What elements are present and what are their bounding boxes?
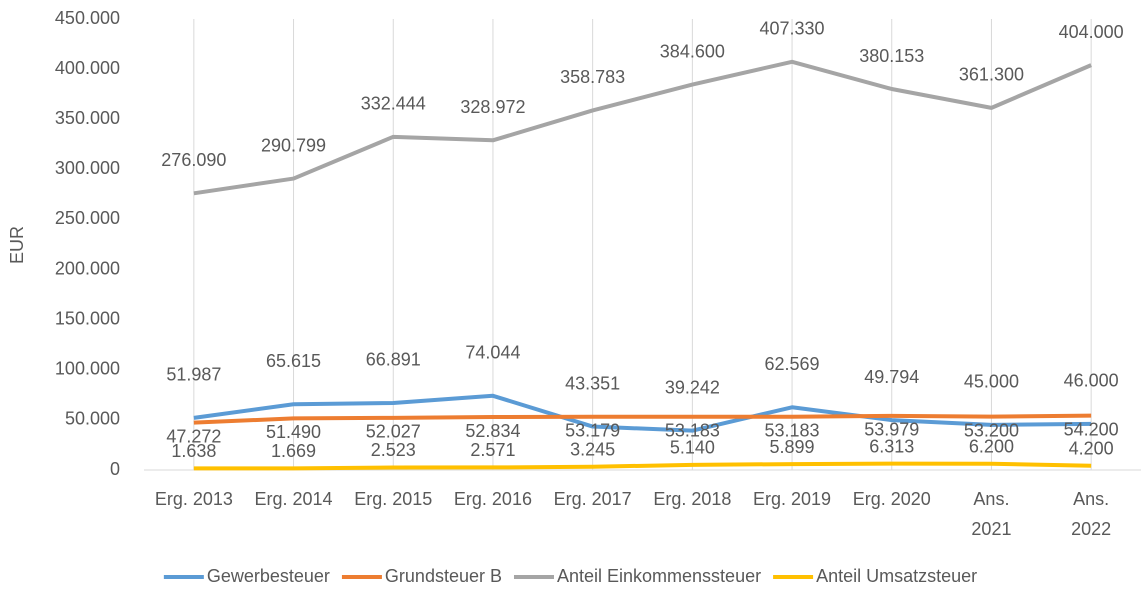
y-tick-label: 50.000 [65, 409, 120, 429]
data-label: 51.987 [166, 365, 221, 385]
y-axis-label: EUR [7, 226, 27, 264]
x-tick-label: Erg. 2017 [554, 489, 632, 509]
data-label: 52.027 [366, 422, 421, 442]
data-label: 407.330 [760, 19, 825, 39]
data-label: 52.834 [465, 421, 520, 441]
data-label: 62.569 [765, 354, 820, 374]
data-label: 404.000 [1059, 22, 1124, 42]
y-tick-label: 100.000 [55, 359, 120, 379]
y-tick-label: 0 [110, 459, 120, 479]
data-label: 5.140 [670, 438, 715, 458]
x-tick-label: Erg. 2015 [354, 489, 432, 509]
x-tick-label-line: Ans. [973, 489, 1009, 509]
data-label: 2.571 [470, 440, 515, 460]
data-label: 380.153 [859, 46, 924, 66]
data-label: 45.000 [964, 372, 1019, 392]
y-tick-label: 250.000 [55, 208, 120, 228]
y-tick-label: 400.000 [55, 58, 120, 78]
data-label: 74.044 [465, 343, 520, 363]
y-tick-label: 300.000 [55, 158, 120, 178]
data-label: 332.444 [361, 94, 426, 114]
data-label: 1.669 [271, 441, 316, 461]
legend-label: Anteil Umsatzsteuer [816, 566, 977, 586]
data-label: 66.891 [366, 350, 421, 370]
series-line [193, 393, 1092, 433]
series-line [193, 461, 1092, 471]
data-label: 276.090 [161, 150, 226, 170]
x-tick-label: Ans. 2021 [971, 489, 1011, 539]
data-label: 6.200 [969, 437, 1014, 457]
x-tick-label-line: 2022 [1071, 519, 1111, 539]
legend: Gewerbesteuer Grundsteuer B Anteil Einkomm… [163, 566, 977, 586]
series-line [193, 59, 1092, 196]
data-label: 6.313 [869, 436, 914, 456]
x-tick-label: Erg. 2016 [454, 489, 532, 509]
y-tick-label: 350.000 [55, 108, 120, 128]
y-tick-label: 200.000 [55, 258, 120, 278]
series-line [193, 413, 1092, 425]
x-tick-label: Erg. 2019 [753, 489, 831, 509]
data-label: 53.183 [665, 420, 720, 440]
data-label: 1.638 [171, 441, 216, 461]
x-tick-label: Erg. 2020 [853, 489, 931, 509]
x-tick-label: Ans. 2022 [1071, 489, 1111, 539]
data-label: 2.523 [371, 440, 416, 460]
data-label: 46.000 [1064, 371, 1119, 391]
legend-label: Gewerbesteuer [207, 566, 330, 586]
data-label: 358.783 [560, 67, 625, 87]
data-label: 39.242 [665, 377, 720, 397]
data-label: 53.179 [565, 420, 620, 440]
x-tick-label: Erg. 2014 [255, 489, 333, 509]
data-label: 47.272 [166, 426, 221, 446]
x-tick-label: Erg. 2018 [653, 489, 731, 509]
data-label: 290.799 [261, 135, 326, 155]
data-label: 53.183 [765, 420, 820, 440]
data-label: 328.972 [460, 97, 525, 117]
data-label: 4.200 [1069, 439, 1114, 459]
x-tick-label: Erg. 2013 [155, 489, 233, 509]
x-tick-label-line: 2021 [971, 519, 1011, 539]
y-tick-label: 150.000 [55, 308, 120, 328]
data-label: 49.794 [864, 367, 919, 387]
data-label: 53.979 [864, 420, 919, 440]
data-label: 3.245 [570, 439, 615, 459]
data-label: 65.615 [266, 351, 321, 371]
x-tick-label-line: Ans. [1073, 489, 1109, 509]
data-label: 54.200 [1064, 419, 1119, 439]
data-label: 384.600 [660, 41, 725, 61]
data-label: 51.490 [266, 422, 321, 442]
data-label: 361.300 [959, 65, 1024, 85]
data-label: 53.200 [964, 420, 1019, 440]
data-label: 43.351 [565, 373, 620, 393]
legend-label: Grundsteuer B [385, 566, 502, 586]
y-tick-label: 450.000 [55, 8, 120, 28]
legend-label: Anteil Einkommenssteuer [557, 566, 761, 586]
data-label: 5.899 [770, 437, 815, 457]
